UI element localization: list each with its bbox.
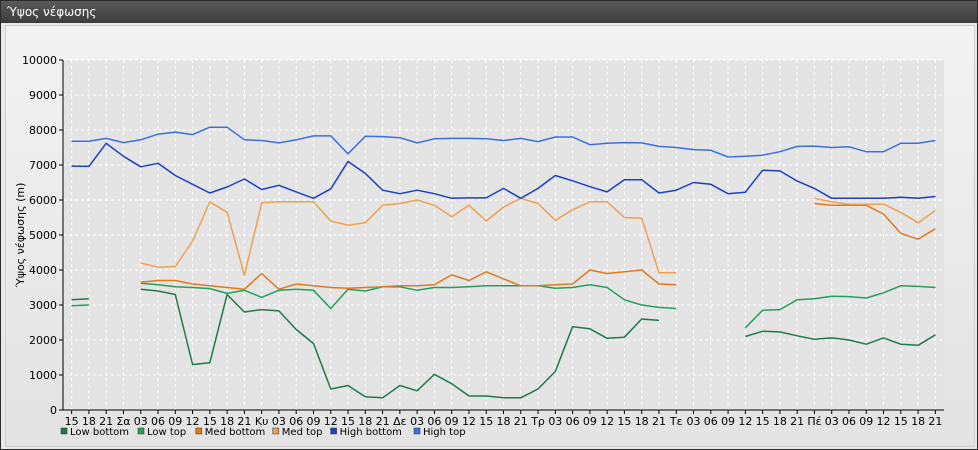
x-tick-label: 12 bbox=[877, 415, 891, 428]
series-line-med-top bbox=[140, 197, 936, 277]
x-tick-label: 06 bbox=[151, 415, 165, 428]
legend-swatch-high-top bbox=[413, 427, 421, 435]
legend-label-med-bottom: Med bottom bbox=[205, 427, 265, 438]
y-tick-label: 6000 bbox=[29, 194, 57, 207]
x-tick-label: 12 bbox=[600, 415, 614, 428]
y-axis-label: Ύψος νέφωσης (m) bbox=[14, 183, 27, 289]
x-tick-label: Δε bbox=[393, 415, 407, 428]
x-tick-label: 21 bbox=[652, 415, 666, 428]
x-tick-label: 21 bbox=[237, 415, 251, 428]
legend-swatch-med-bottom bbox=[195, 427, 203, 435]
series-line-high-bottom bbox=[71, 142, 936, 200]
x-tick-label: 15 bbox=[894, 415, 908, 428]
legend-swatch-high-bottom bbox=[330, 427, 337, 435]
x-tick-label: 06 bbox=[427, 415, 441, 428]
x-tick-label: 03 bbox=[410, 415, 424, 428]
y-tick-label: 1000 bbox=[29, 369, 57, 382]
x-tick-label: 12 bbox=[324, 415, 338, 428]
x-tick-label: 18 bbox=[635, 415, 649, 428]
x-tick-label: 18 bbox=[358, 415, 372, 428]
x-tick-label: 03 bbox=[548, 415, 562, 428]
x-tick-label: Πέ bbox=[807, 415, 821, 428]
series-line-low-bottom bbox=[71, 288, 936, 399]
legend-swatch-low-top bbox=[137, 427, 145, 435]
series-line-low-top bbox=[71, 282, 936, 329]
x-tick-label: Κυ bbox=[255, 415, 269, 428]
y-tick-label: 7000 bbox=[29, 159, 57, 172]
y-tick-label: 5000 bbox=[29, 229, 57, 242]
x-tick-label: 03 bbox=[825, 415, 839, 428]
y-tick-label: 3000 bbox=[29, 299, 57, 312]
x-tick-label: 18 bbox=[773, 415, 787, 428]
x-tick-label: 12 bbox=[738, 415, 752, 428]
x-tick-label: 15 bbox=[617, 415, 631, 428]
y-tick-label: 0 bbox=[50, 404, 57, 417]
x-tick-label: 09 bbox=[583, 415, 597, 428]
y-tick-label: 8000 bbox=[29, 124, 57, 137]
x-tick-label: 21 bbox=[928, 415, 942, 428]
x-tick-label: 15 bbox=[203, 415, 217, 428]
x-tick-label: 18 bbox=[220, 415, 234, 428]
x-tick-label: 15 bbox=[65, 415, 79, 428]
x-tick-label: 06 bbox=[704, 415, 718, 428]
window-title: Ύψος νέφωσης bbox=[1, 1, 977, 23]
y-tick-label: 2000 bbox=[29, 334, 57, 347]
legend-swatch-low-bottom bbox=[60, 427, 68, 435]
x-tick-label: 03 bbox=[272, 415, 286, 428]
legend-swatch-med-top bbox=[272, 427, 280, 435]
x-tick-label: 18 bbox=[497, 415, 511, 428]
x-tick-label: 15 bbox=[479, 415, 493, 428]
x-tick-label: 06 bbox=[289, 415, 303, 428]
y-tick-label: 4000 bbox=[29, 264, 57, 277]
x-tick-label: 06 bbox=[566, 415, 580, 428]
legend-label-high-bottom: High bottom bbox=[340, 427, 402, 438]
x-tick-label: 15 bbox=[756, 415, 770, 428]
legend-label-high-top: High top bbox=[423, 427, 466, 438]
series-line-med-bottom bbox=[140, 202, 936, 291]
legend-label-low-bottom: Low bottom bbox=[70, 427, 129, 438]
legend-label-low-top: Low top bbox=[147, 427, 186, 438]
x-tick-label: 09 bbox=[859, 415, 873, 428]
x-tick-label: 09 bbox=[306, 415, 320, 428]
x-tick-label: Σα bbox=[116, 415, 130, 428]
x-tick-label: 21 bbox=[376, 415, 390, 428]
x-tick-label: 21 bbox=[99, 415, 113, 428]
y-tick-label: 9000 bbox=[29, 89, 57, 102]
x-tick-label: 18 bbox=[82, 415, 96, 428]
x-tick-label: 03 bbox=[687, 415, 701, 428]
x-tick-label: Τρ bbox=[530, 415, 545, 428]
legend-label-med-top: Med top bbox=[282, 427, 323, 438]
x-tick-label: 09 bbox=[721, 415, 735, 428]
x-tick-label: 12 bbox=[186, 415, 200, 428]
x-tick-label: Τε bbox=[669, 415, 683, 428]
series-line-high-top bbox=[71, 126, 936, 158]
x-tick-label: 21 bbox=[790, 415, 804, 428]
y-tick-label: 10000 bbox=[22, 54, 57, 67]
x-tick-label: 06 bbox=[842, 415, 856, 428]
x-tick-label: 03 bbox=[134, 415, 148, 428]
x-tick-label: 12 bbox=[462, 415, 476, 428]
x-tick-label: 15 bbox=[341, 415, 355, 428]
x-tick-label: 21 bbox=[514, 415, 528, 428]
x-tick-label: 09 bbox=[445, 415, 459, 428]
x-tick-label: 18 bbox=[911, 415, 925, 428]
x-tick-label: 09 bbox=[168, 415, 182, 428]
